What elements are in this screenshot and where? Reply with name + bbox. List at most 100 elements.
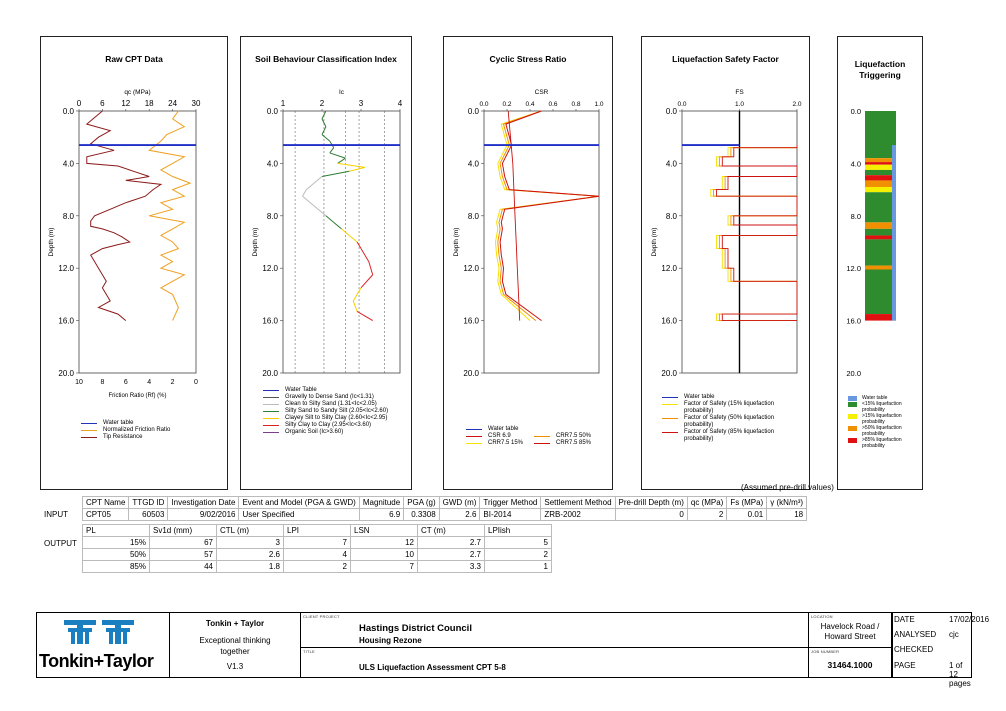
output-value-cell: 7 [283, 536, 351, 549]
depth-axis-label: Depth (m) [453, 228, 460, 257]
trigger-band [865, 235, 896, 240]
legend-item: Water table [848, 395, 920, 401]
ic-segment [313, 176, 323, 184]
ic-segment [337, 157, 346, 164]
legend-item: CRR7.5 85% [534, 440, 604, 447]
output-value-cell: 7 [350, 560, 418, 573]
table-row: 15% 67 3 7 12 2.7 5 [82, 536, 552, 549]
bottom-tick-label: 6 [124, 379, 128, 386]
input-header-cell: Pre-drill Depth (m) [614, 496, 688, 509]
input-header-cell: qc (MPa) [686, 496, 728, 509]
bottom-tick-label: 8 [100, 379, 104, 386]
job-cell: JOB NUMBER 31464.1000 [809, 648, 892, 677]
legend-label: >15% liquefaction probability [862, 413, 902, 425]
plot-frame [282, 110, 401, 374]
input-value-cell: ZRB-2002 [540, 508, 616, 521]
ic-segment [360, 248, 366, 256]
input-value-cell: 0 [614, 508, 688, 521]
raw-cpt-panel: Raw CPT Data 0.0 4.0 8.0 12.0 16.0 20.0 Depth … [40, 36, 228, 490]
ic-segment [302, 195, 311, 204]
top-tick-label: 0.4 [525, 101, 534, 108]
plot-frame [483, 110, 600, 374]
legend-swatch [662, 404, 678, 405]
output-value-cell: 12 [350, 536, 418, 549]
legend-item: CRR7.5 50% [534, 433, 604, 440]
raw-cpt-title: Raw CPT Data [105, 54, 163, 64]
output-value-cell: 1 [484, 560, 552, 573]
ic-segment [368, 261, 374, 275]
output-value-cell: 50% [82, 548, 150, 561]
legend-swatch [534, 436, 550, 437]
trigger-band [865, 180, 896, 187]
bottom-axis-label: Friction Ratio (Rf) (%) [108, 393, 166, 399]
water-table-bar [892, 145, 896, 321]
assumed-note: (Assumed pre-drill values) [741, 483, 834, 492]
legend-label: Tip Resistance [103, 434, 143, 440]
ic-segment [321, 134, 331, 142]
legend-label: >85% liquefaction probability [862, 437, 902, 449]
input-value-cell: 9/02/2016 [167, 508, 240, 521]
csr-series-line [499, 110, 600, 322]
depth-tick-label: 20.0 [661, 369, 677, 378]
tt-logo-icon [64, 620, 134, 644]
bottom-tick-label: 2 [171, 379, 175, 386]
company-name: Tonkin + Taylor [205, 619, 265, 628]
depth-axis-label: Depth (m) [252, 228, 259, 257]
analysed-value: cjc [949, 630, 959, 639]
drawing-title: ULS Liquefaction Assessment CPT 5-8 [359, 663, 506, 672]
depth-tick-label: 12.0 [58, 264, 74, 273]
sbt-chart: 0.0 4.0 8.0 12.0 16.0 20.0 Depth (m) 1 2 3 4 Ic [252, 89, 403, 378]
top-tick-label: 18 [145, 99, 154, 108]
title-label: TITLE [303, 649, 315, 654]
depth-tick-label: 0.0 [468, 107, 480, 116]
legend-swatch [81, 430, 97, 431]
bottom-tick-label: 0 [194, 379, 198, 386]
client-cell: CLIENT PROJECT Hastings District Council… [301, 613, 809, 648]
legend-item: Clean to Silty Sand (1.31<Ic<2.05) [263, 401, 388, 408]
analysed-label: ANALYSED [894, 630, 937, 639]
top-tick-label: 0.8 [571, 101, 580, 108]
legend-item: CRR7.5 15% [466, 440, 534, 447]
output-value-cell: 44 [149, 560, 217, 573]
legend-item: Water Table [263, 387, 388, 394]
trig-legend: Water table <15% liquefaction probability… [848, 395, 920, 449]
legend-item: Water table [662, 394, 782, 401]
legend-swatch [848, 438, 857, 443]
legend-label: Water table [862, 395, 888, 401]
logo-text: Tonkin+Taylor [39, 651, 154, 671]
location-cell: LOCATION Havelock Road / Howard Street [809, 613, 892, 648]
output-header-cell: LSN [350, 524, 418, 537]
output-value-cell: 5 [484, 536, 552, 549]
trigger-band [865, 164, 896, 170]
legend-label: Water table [488, 426, 519, 432]
fs-legend: Water table Factor of Safety (15% liquefa… [662, 394, 782, 443]
legend-item: Silty Clay to Clay (2.95<Ic<3.60) [263, 422, 388, 429]
job-number: 31464.1000 [827, 660, 873, 670]
trigger-band [865, 169, 896, 176]
top-axis-label: Ic [339, 89, 345, 96]
ic-segment [321, 118, 327, 127]
project-name: Housing Rezone [359, 636, 422, 645]
friction-ratio-line [148, 110, 192, 321]
input-header-cell: CPT Name [81, 496, 130, 509]
ic-segment [329, 152, 346, 159]
top-axis-label: CSR [535, 89, 549, 96]
legend-label: Factor of Safety (50% liquefaction proba… [684, 415, 775, 428]
legend-swatch [466, 443, 482, 444]
output-header-cell: CT (m) [417, 524, 485, 537]
depth-tick-label: 20.0 [846, 369, 861, 378]
table-row: PL Sv1d (mm) CTL (m) LPI LSN CT (m) LPIish [82, 524, 552, 537]
output-value-cell: 57 [149, 548, 217, 561]
trigger-band [865, 162, 896, 165]
output-row-label: OUTPUT [44, 539, 77, 548]
legend-swatch [81, 437, 97, 438]
depth-tick-label: 8.0 [851, 212, 861, 221]
depth-axis-label: Depth (m) [48, 228, 55, 257]
top-tick-label: 1.0 [594, 101, 603, 108]
output-header-cell: PL [82, 524, 150, 537]
output-header-cell: CTL (m) [216, 524, 284, 537]
bottom-tick-label: 4 [147, 379, 151, 386]
ic-segment [321, 110, 327, 120]
depth-tick-label: 4.0 [267, 159, 279, 168]
